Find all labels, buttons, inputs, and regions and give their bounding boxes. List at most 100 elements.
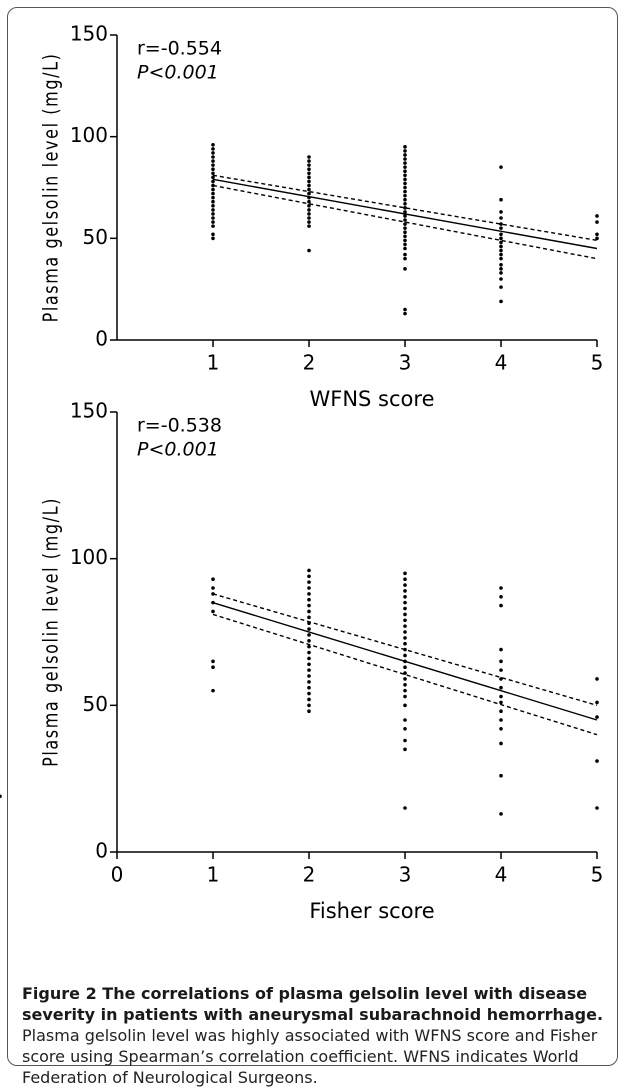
- point: [499, 197, 503, 202]
- x-tick-label: 2: [303, 863, 316, 887]
- point: [403, 197, 407, 202]
- point: [307, 163, 311, 167]
- point: [403, 806, 407, 810]
- point: [595, 214, 599, 218]
- annotation: P<0.001: [137, 62, 219, 84]
- x-tick-label: 5: [591, 351, 604, 375]
- point: [307, 592, 311, 596]
- point: [499, 277, 503, 281]
- point: [403, 169, 407, 174]
- point: [307, 627, 311, 631]
- x-axis-title: Fisher score: [309, 899, 434, 923]
- point: [499, 812, 503, 816]
- point: [307, 668, 311, 672]
- x-tick-label: 0: [111, 863, 124, 887]
- point: [211, 236, 215, 241]
- point: [307, 709, 311, 713]
- point: [403, 181, 407, 186]
- point: [403, 665, 407, 669]
- point: [307, 639, 311, 643]
- point: [499, 267, 503, 271]
- point: [307, 568, 311, 573]
- point: [595, 236, 599, 241]
- point: [403, 145, 407, 149]
- point: [307, 224, 311, 228]
- point: [403, 583, 407, 587]
- y-tick-label: 0: [95, 327, 108, 351]
- y-axis-title: Plasma gelsolin level (mg/L): [40, 53, 63, 323]
- point: [499, 677, 503, 681]
- caption: Figure 2 The correlations of plasma gels…: [22, 983, 612, 1088]
- point: [403, 189, 407, 194]
- caption-title: Figure 2 The correlations of plasma gels…: [22, 984, 604, 1024]
- confidence-line: [212, 184, 598, 260]
- point: [403, 612, 407, 617]
- point: [403, 173, 407, 178]
- x-tick-label: 1: [207, 351, 220, 375]
- point: [211, 577, 215, 581]
- point: [403, 210, 407, 214]
- point: [499, 248, 503, 253]
- point: [499, 694, 503, 699]
- y-axis-title: Plasma gelsolin level (mg/L): [40, 497, 63, 767]
- point: [307, 633, 311, 637]
- point: [403, 311, 407, 316]
- point: [211, 204, 215, 208]
- point: [403, 242, 407, 247]
- point: [499, 718, 503, 722]
- point: [403, 252, 407, 257]
- point: [403, 571, 407, 576]
- point: [403, 161, 407, 165]
- point: [595, 232, 599, 237]
- point: [307, 691, 311, 696]
- point: [403, 222, 407, 226]
- point: [595, 759, 599, 763]
- point: [499, 741, 503, 746]
- point: [499, 252, 503, 257]
- point: [211, 167, 215, 171]
- regression-line: [212, 601, 598, 721]
- point: [499, 773, 503, 778]
- point: [403, 307, 407, 312]
- point: [595, 715, 599, 719]
- point: [307, 248, 311, 253]
- point: [403, 671, 407, 675]
- x-axis-title: WFNS score: [310, 387, 435, 411]
- point: [403, 727, 407, 731]
- point: [307, 179, 311, 184]
- point: [499, 244, 503, 249]
- y-tick-label: 100: [70, 123, 108, 147]
- point: [499, 271, 503, 275]
- point: [499, 595, 503, 599]
- point: [499, 285, 503, 289]
- x-tick-label: 3: [399, 351, 412, 375]
- point: [403, 589, 407, 593]
- point: [211, 688, 215, 693]
- point: [499, 210, 503, 214]
- point: [403, 653, 407, 658]
- point: [307, 703, 311, 708]
- point: [307, 175, 311, 180]
- point: [307, 609, 311, 614]
- point: [211, 143, 215, 147]
- point: [0, 794, 2, 799]
- point: [499, 240, 503, 245]
- point: [499, 603, 503, 608]
- point: [307, 167, 311, 171]
- point: [211, 159, 215, 163]
- point: [307, 199, 311, 204]
- point: [499, 222, 503, 226]
- point: [307, 204, 311, 208]
- point: [211, 212, 215, 216]
- y-tick-label: 150: [70, 22, 108, 46]
- point: [211, 151, 215, 155]
- point: [403, 165, 407, 169]
- point: [307, 685, 311, 690]
- point: [403, 630, 407, 634]
- point: [595, 700, 599, 705]
- point: [307, 159, 311, 163]
- x-tick-label: 3: [399, 863, 412, 887]
- point: [403, 177, 407, 182]
- point: [403, 214, 407, 218]
